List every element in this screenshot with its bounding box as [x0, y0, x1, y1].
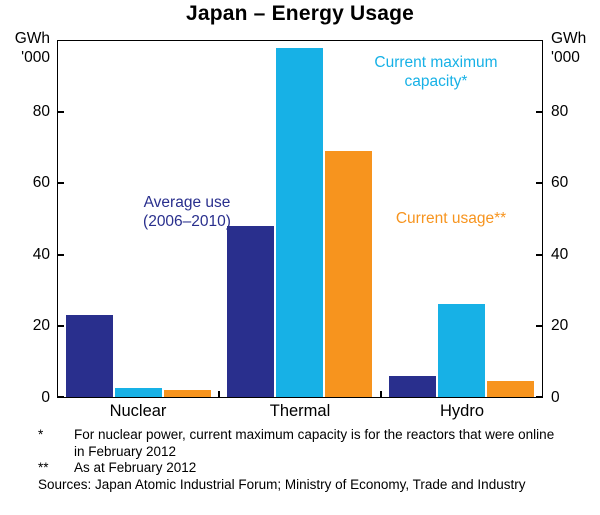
bar-hydro-current-usage — [486, 380, 534, 397]
bar-group-nuclear — [58, 41, 219, 397]
y-tick-mark — [58, 182, 64, 185]
category-label-thermal: Thermal — [269, 402, 331, 420]
y-tick-mark — [58, 111, 64, 114]
y-tick-label-left-0: 0 — [41, 389, 50, 406]
bar-hydro-average-use-2006-2010 — [388, 375, 436, 397]
annotation-line: Current maximum — [374, 54, 498, 71]
y-tick-mark — [58, 253, 64, 256]
y-tick-label-right-60: 60 — [551, 174, 569, 192]
annotation-line: (2006–2010) — [143, 213, 231, 230]
y-tick-mark — [536, 253, 542, 256]
annotation-average-use: Average use (2006–2010) — [102, 193, 272, 231]
x-axis-tick — [218, 391, 221, 397]
footnotes: * For nuclear power, current maximum cap… — [38, 427, 566, 493]
sources-line: Sources: Japan Atomic Industrial Forum; … — [38, 476, 526, 492]
y-tick-label-left-80: 80 — [32, 102, 50, 120]
x-axis-tick — [379, 391, 382, 397]
category-label-nuclear: Nuclear — [109, 402, 167, 420]
footnote-marker: * — [38, 427, 44, 442]
y-tick-mark — [536, 324, 542, 327]
bar-thermal-current-usage — [325, 151, 373, 397]
y-tick-mark — [58, 396, 64, 398]
footnote-text: As at February 2012 — [74, 460, 197, 475]
y-axis-unit-right: GWh '000 — [551, 29, 600, 67]
y-axis-unit-left: GWh '000 — [0, 29, 50, 67]
category-label-hydro: Hydro — [439, 402, 484, 420]
y-tick-label-left-20: 20 — [32, 317, 50, 335]
y-tick-mark — [536, 182, 542, 185]
bar-nuclear-current-maximum-capacity — [115, 388, 163, 397]
footnote-row: * For nuclear power, current maximum cap… — [38, 427, 566, 460]
y-axis-left: 0 20 40 60 80 — [0, 40, 50, 406]
annotation-current-usage: Current usage** — [356, 209, 546, 228]
bar-hydro-current-maximum-capacity — [437, 304, 485, 397]
x-axis-labels: Nuclear Thermal Hydro — [57, 402, 543, 421]
y-tick-mark — [58, 324, 64, 327]
chart-title: Japan – Energy Usage — [185, 2, 415, 25]
plot-bars — [58, 41, 542, 397]
footnote-marker: ** — [38, 460, 49, 475]
footnote-text: For nuclear power, current maximum capac… — [74, 427, 555, 459]
annotation-current-maximum-capacity: Current maximum capacity* — [346, 53, 526, 91]
y-axis-unit-line: '000 — [21, 49, 50, 66]
bar-nuclear-average-use-2006-2010 — [66, 315, 114, 397]
bar-thermal-current-maximum-capacity — [276, 48, 324, 397]
y-tick-label-left-60: 60 — [32, 174, 50, 192]
annotation-line: Average use — [143, 194, 231, 211]
bar-nuclear-current-usage — [164, 389, 212, 397]
annotation-line: Current usage** — [395, 210, 507, 227]
y-axis-unit-line: GWh — [551, 30, 587, 47]
y-tick-mark — [536, 111, 542, 114]
plot-area: Average use (2006–2010) Current maximum … — [57, 40, 543, 398]
y-axis-unit-line: '000 — [551, 49, 580, 66]
footnote-row: ** As at February 2012 — [38, 460, 566, 477]
y-axis-right: 0 20 40 60 80 — [551, 40, 596, 406]
y-tick-mark — [536, 396, 542, 398]
y-tick-label-right-20: 20 — [551, 317, 569, 335]
bar-thermal-average-use-2006-2010 — [227, 226, 275, 397]
bar-group-thermal — [219, 41, 380, 397]
annotation-line: capacity* — [404, 73, 468, 90]
y-tick-label-right-80: 80 — [551, 102, 569, 120]
y-tick-label-right-0: 0 — [551, 389, 560, 406]
bar-group-hydro — [381, 41, 542, 397]
y-axis-unit-line: GWh — [14, 30, 50, 47]
y-tick-label-left-40: 40 — [32, 245, 50, 263]
y-tick-label-right-40: 40 — [551, 245, 569, 263]
